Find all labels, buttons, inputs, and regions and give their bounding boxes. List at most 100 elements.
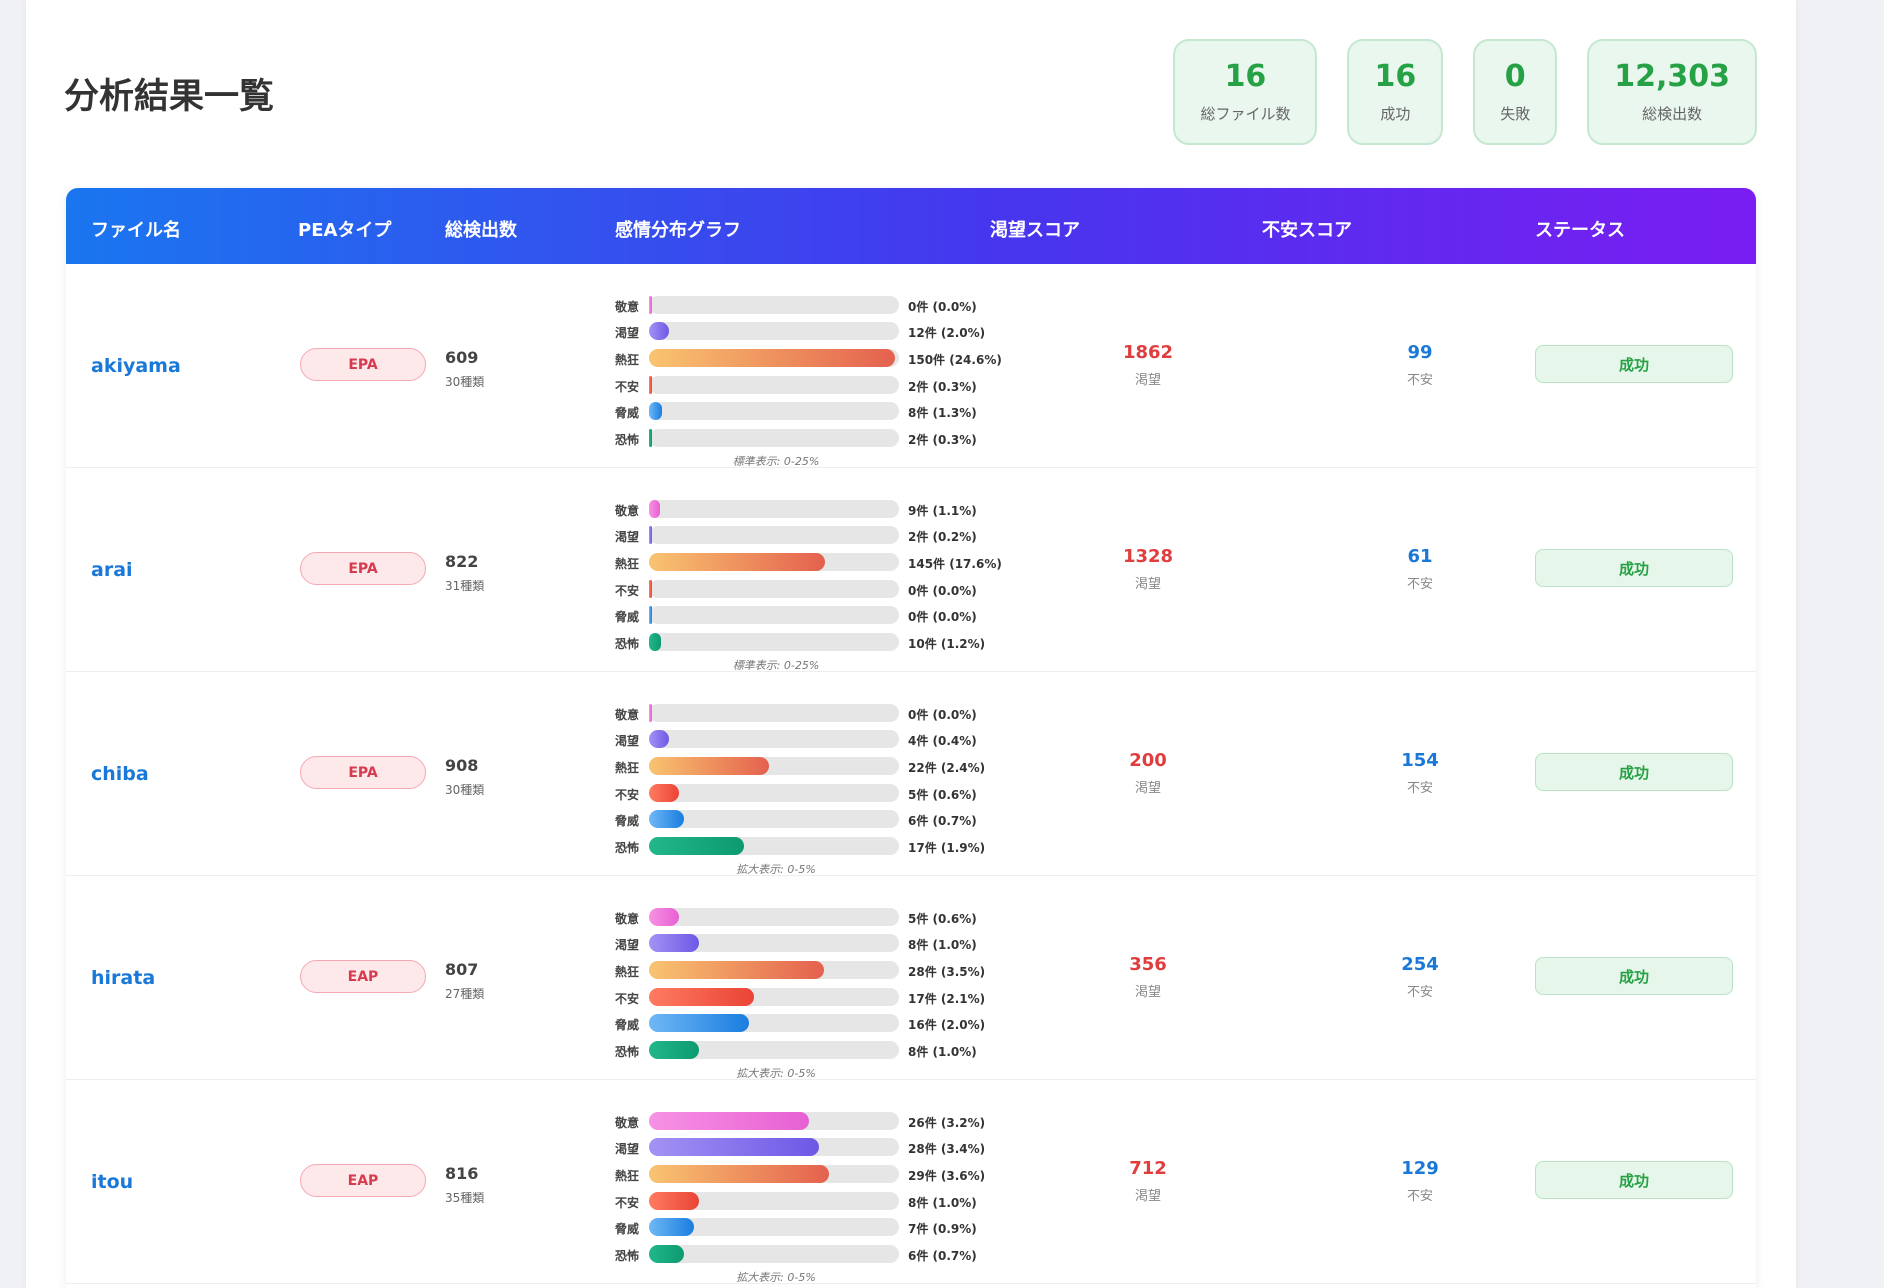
table-row[interactable]: chiba EPA 908 30種類 敬意 0件 (0.0%) 渇望 — [66, 672, 1756, 876]
anxiety-score-value: 154 — [1401, 750, 1439, 771]
total-count: 822 — [445, 552, 479, 571]
file-name-link[interactable]: hirata — [91, 967, 156, 989]
stat-value: 0 — [1504, 59, 1526, 94]
emotion-bar-fill — [649, 322, 669, 340]
kind-count: 30種類 — [445, 375, 485, 389]
emotion-label: 熱狂 — [615, 965, 640, 979]
emotion-bar-track — [649, 730, 899, 748]
file-name-link[interactable]: itou — [91, 1171, 134, 1193]
emotion-bar-track — [649, 757, 899, 775]
emotion-bar-fill — [649, 757, 769, 775]
stat-label: 失敗 — [1500, 105, 1531, 123]
emotion-bar-track — [649, 349, 899, 367]
status-badge: 成功 — [1535, 1161, 1733, 1199]
emotion-count: 150件 (24.6%) — [908, 353, 1002, 367]
emotion-label: 脅威 — [615, 610, 640, 624]
emotion-bar-track — [649, 402, 899, 420]
kind-count: 35種類 — [445, 1191, 485, 1205]
anxiety-score: 154 不安 — [1360, 750, 1480, 796]
emotion-bar-fill — [649, 908, 679, 926]
column-header-anxiety-score[interactable]: 不安スコア — [1262, 220, 1352, 241]
emotion-bar-track — [649, 322, 899, 340]
emotion-count: 29件 (3.6%) — [908, 1169, 986, 1183]
desire-score: 200 渇望 — [1088, 750, 1208, 796]
emotion-label: 脅威 — [615, 1018, 640, 1032]
anxiety-score: 61 不安 — [1360, 546, 1480, 592]
emotion-count: 8件 (1.3%) — [908, 406, 977, 420]
table-row[interactable]: itou EAP 816 35種類 敬意 26件 (3.2%) 渇望 — [66, 1080, 1756, 1284]
stat-total-files: 16 総ファイル数 — [1173, 39, 1318, 145]
emotion-bar-track — [649, 1041, 899, 1059]
emotion-label: 渇望 — [615, 734, 640, 748]
table-row[interactable]: hirata EAP 807 27種類 敬意 5件 (0.6%) 渇 — [66, 876, 1756, 1080]
emotion-bar-fill — [649, 580, 652, 598]
scale-label: 拡大表示: 0-5% — [736, 1271, 816, 1284]
anxiety-score-unit: 不安 — [1406, 373, 1433, 388]
emotion-count: 17件 (1.9%) — [908, 841, 986, 855]
emotion-bar-track — [649, 580, 899, 598]
file-name-link[interactable]: akiyama — [91, 355, 181, 377]
emotion-count: 0件 (0.0%) — [908, 610, 977, 624]
anxiety-score-value: 254 — [1401, 954, 1439, 975]
column-header-status[interactable]: ステータス — [1535, 220, 1625, 241]
emotion-label: 渇望 — [615, 1142, 640, 1156]
emotion-bar-fill — [649, 934, 699, 952]
emotion-bar-track — [649, 376, 899, 394]
stat-total-detections: 12,303 総検出数 — [1587, 39, 1757, 145]
emotion-bar-track — [649, 784, 899, 802]
results-table: ファイル名 PEAタイプ 総検出数 感情分布グラフ 渇望スコア 不安スコア ステ… — [66, 188, 1756, 1288]
desire-score-value: 1862 — [1122, 342, 1174, 363]
emotion-label: 敬意 — [615, 1116, 640, 1130]
emotion-label: 敬意 — [615, 708, 640, 722]
emotion-count: 4件 (0.4%) — [908, 734, 977, 748]
emotion-count: 6件 (0.7%) — [908, 814, 977, 828]
emotion-count: 16件 (2.0%) — [908, 1018, 986, 1032]
emotion-bar-track — [649, 296, 899, 314]
stat-value: 16 — [1224, 59, 1267, 94]
column-header-desire-score[interactable]: 渇望スコア — [990, 220, 1080, 241]
desire-score: 356 渇望 — [1088, 954, 1208, 1000]
table-row[interactable]: arai EPA 822 31種類 敬意 9件 (1.1%) 渇望 — [66, 468, 1756, 672]
total-detections: 816 35種類 — [445, 1164, 484, 1206]
pea-type-badge: EAP — [300, 1164, 426, 1197]
scale-label: 拡大表示: 0-5% — [736, 863, 816, 876]
emotion-count: 22件 (2.4%) — [908, 761, 986, 775]
column-header-total[interactable]: 総検出数 — [445, 220, 517, 241]
kind-count: 31種類 — [445, 579, 485, 593]
pea-type-badge: EAP — [300, 960, 426, 993]
emotion-bar-fill — [649, 606, 652, 624]
emotion-bar-track — [649, 633, 899, 651]
scale-label: 標準表示: 0-25% — [732, 659, 820, 672]
emotion-bar-track — [649, 837, 899, 855]
scale-label: 拡大表示: 0-5% — [736, 1067, 816, 1080]
emotion-count: 6件 (0.7%) — [908, 1249, 977, 1263]
emotion-label: 不安 — [615, 788, 640, 802]
column-header-pea[interactable]: PEAタイプ — [298, 220, 392, 241]
emotion-bar-track — [649, 1218, 899, 1236]
emotion-bar-track — [649, 908, 899, 926]
emotion-label: 渇望 — [615, 938, 640, 952]
stat-label: 総検出数 — [1642, 105, 1703, 123]
desire-score: 1862 渇望 — [1088, 342, 1208, 388]
stat-value: 16 — [1374, 59, 1417, 94]
file-name-link[interactable]: arai — [91, 559, 133, 581]
anxiety-score: 99 不安 — [1360, 342, 1480, 388]
emotion-bar-track — [649, 810, 899, 828]
emotion-bar-fill — [649, 296, 652, 314]
desire-score-unit: 渇望 — [1134, 373, 1161, 388]
desire-score-value: 356 — [1129, 954, 1167, 975]
column-header-file[interactable]: ファイル名 — [91, 220, 181, 241]
stat-label: 総ファイル数 — [1200, 105, 1291, 123]
emotion-count: 10件 (1.2%) — [908, 637, 986, 651]
emotion-bar-track — [649, 1014, 899, 1032]
column-header-graph[interactable]: 感情分布グラフ — [615, 220, 741, 241]
table-row[interactable]: akiyama EPA 609 30種類 敬意 0件 (0.0%) — [66, 264, 1756, 468]
desire-score: 712 渇望 — [1088, 1158, 1208, 1204]
emotion-bar-fill — [649, 402, 662, 420]
emotion-count: 9件 (1.1%) — [908, 504, 977, 518]
emotion-label: 脅威 — [615, 1222, 640, 1236]
file-name-link[interactable]: chiba — [91, 763, 149, 785]
pea-type-badge: EPA — [300, 348, 426, 381]
emotion-count: 8件 (1.0%) — [908, 1045, 977, 1059]
emotion-bar-fill — [649, 526, 652, 544]
